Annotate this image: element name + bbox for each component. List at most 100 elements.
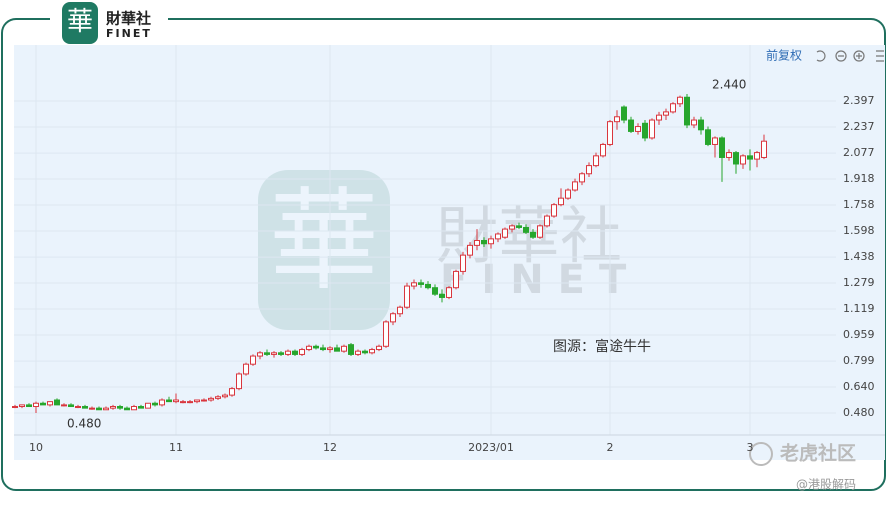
candle-body bbox=[194, 399, 200, 403]
tiger-icon bbox=[749, 442, 773, 466]
candle-body bbox=[740, 155, 746, 165]
candle-body bbox=[733, 152, 739, 165]
x-tick-label: 10 bbox=[29, 441, 43, 454]
y-tick-label: 1.598 bbox=[843, 224, 875, 237]
source-note: 图源：富途牛牛 bbox=[553, 338, 651, 355]
candle-body bbox=[110, 406, 116, 409]
candle-body bbox=[341, 345, 347, 352]
candle-body bbox=[565, 189, 571, 199]
candle-body bbox=[264, 352, 270, 355]
watermark-brand-en: FINET bbox=[440, 257, 640, 303]
x-tick-label: 2023/01 bbox=[468, 441, 514, 454]
candle-body bbox=[523, 226, 529, 233]
candle-body bbox=[635, 126, 641, 132]
candle-body bbox=[124, 407, 130, 411]
watermark-brand: 財華社 bbox=[436, 199, 622, 272]
candle-body bbox=[376, 345, 382, 351]
community: 老虎社区 bbox=[780, 442, 856, 465]
candle-body bbox=[236, 373, 242, 390]
candle-body bbox=[12, 406, 18, 409]
icon-glyphs bbox=[838, 50, 884, 62]
brand: 財華社 bbox=[105, 10, 151, 28]
candle-body bbox=[502, 228, 508, 238]
y-tick-label: 0.959 bbox=[843, 328, 875, 341]
candle-body bbox=[250, 355, 256, 365]
zoom-out-icon[interactable] bbox=[835, 50, 847, 62]
candle-body bbox=[187, 401, 193, 404]
candle-body bbox=[761, 140, 767, 158]
watermark-char: 華 bbox=[269, 177, 379, 305]
logo-char: 華 bbox=[67, 7, 93, 37]
candle-body bbox=[306, 345, 312, 351]
candle-body bbox=[257, 352, 263, 357]
candle-body bbox=[432, 287, 438, 295]
candle-body bbox=[173, 399, 179, 403]
candle-body bbox=[684, 96, 690, 126]
y-tick-label: 0.799 bbox=[843, 354, 875, 367]
candle-body bbox=[712, 137, 718, 145]
annotation: 2.440 bbox=[712, 78, 746, 92]
candle-body bbox=[656, 114, 662, 121]
candle-body bbox=[397, 306, 403, 315]
y-tick-label: 1.279 bbox=[843, 276, 875, 289]
candle-body bbox=[579, 173, 585, 183]
candle-body bbox=[243, 363, 249, 375]
candle-body bbox=[425, 283, 431, 289]
candle-body bbox=[551, 204, 557, 217]
candle-body bbox=[292, 350, 298, 355]
y-tick-label: 2.237 bbox=[843, 120, 875, 133]
adjust-button[interactable]: 前复权 bbox=[766, 48, 802, 63]
candle-body bbox=[537, 225, 543, 238]
candle-body bbox=[26, 404, 32, 408]
candle-body bbox=[208, 397, 214, 401]
reset-icon[interactable] bbox=[816, 50, 826, 62]
candle-body bbox=[390, 313, 396, 323]
candle-body bbox=[159, 399, 165, 406]
candle-body bbox=[411, 282, 417, 287]
candle-body bbox=[313, 345, 319, 349]
candle-body bbox=[131, 406, 137, 411]
candle-body bbox=[334, 347, 340, 352]
candle-body bbox=[117, 406, 123, 409]
brand-en: FINET bbox=[106, 27, 152, 40]
candle-body bbox=[530, 231, 536, 238]
candle-body bbox=[152, 402, 158, 406]
annotation: 0.480 bbox=[67, 417, 101, 431]
candle-body bbox=[68, 404, 74, 408]
candle-body bbox=[509, 225, 515, 230]
y-tick-label: 1.918 bbox=[843, 172, 875, 185]
candle-body bbox=[621, 106, 627, 121]
candle-body bbox=[96, 407, 102, 411]
candle-body bbox=[145, 402, 151, 409]
candle-body bbox=[33, 402, 39, 408]
candle-body bbox=[229, 388, 235, 396]
candle-body bbox=[726, 152, 732, 158]
candle-body bbox=[348, 344, 354, 355]
candle-body bbox=[54, 399, 60, 406]
candle-body bbox=[691, 119, 697, 126]
candle-body bbox=[614, 116, 620, 123]
candle-body bbox=[222, 394, 228, 398]
candle-body bbox=[369, 349, 375, 354]
candle-body bbox=[201, 399, 207, 402]
y-tick-label: 0.480 bbox=[843, 406, 875, 419]
candle-body bbox=[138, 406, 144, 409]
candle-body bbox=[166, 399, 172, 403]
candle-body bbox=[439, 293, 445, 298]
candle-body bbox=[705, 129, 711, 145]
candle-body bbox=[278, 352, 284, 355]
candle-body bbox=[418, 282, 424, 285]
candle-body bbox=[61, 404, 67, 407]
candle-body bbox=[600, 143, 606, 157]
candle-body bbox=[642, 122, 648, 139]
candle-body bbox=[285, 350, 291, 355]
watermark: 華 財華社 FINET bbox=[258, 170, 640, 330]
zoom-in-icon[interactable] bbox=[853, 50, 865, 62]
candle-body bbox=[495, 233, 501, 240]
plot-bg bbox=[14, 45, 885, 460]
candle-body bbox=[383, 321, 389, 347]
candle-body bbox=[663, 111, 669, 116]
candle-body bbox=[516, 225, 522, 228]
